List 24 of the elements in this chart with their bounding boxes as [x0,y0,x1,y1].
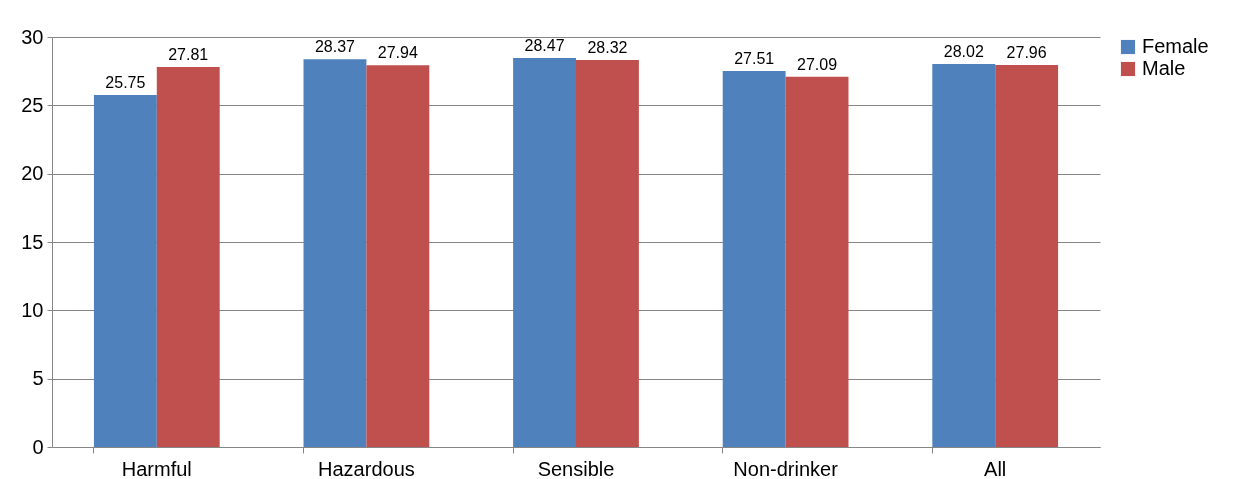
x-tick-label: Hazardous [318,457,415,479]
data-label: 28.47 [524,36,565,54]
data-label: 27.09 [797,55,838,73]
data-label: 28.32 [587,38,628,56]
y-tick-label: 30 [21,25,44,48]
data-label: 27.81 [168,45,209,63]
y-tick-label: 15 [21,230,44,253]
y-tick-label: 0 [32,435,44,458]
data-label: 27.96 [1006,43,1047,61]
data-label: 27.51 [734,50,775,68]
x-tick-label: Harmful [121,457,192,479]
y-tick-label: 20 [21,162,44,185]
x-tick-label: Sensible [537,457,615,479]
x-tick-label: All [984,457,1007,479]
y-tick-label: 25 [21,93,44,116]
data-label: 27.94 [377,44,418,62]
y-tick-label: 5 [32,367,44,390]
legend-label: Female [1142,35,1209,57]
data-label: 28.37 [314,38,356,56]
data-label: 28.02 [943,43,984,61]
legend-label: Male [1142,57,1186,79]
data-label: 25.75 [105,74,146,92]
y-tick-label: 10 [21,298,44,321]
x-tick-label: Non-drinker [733,457,839,479]
